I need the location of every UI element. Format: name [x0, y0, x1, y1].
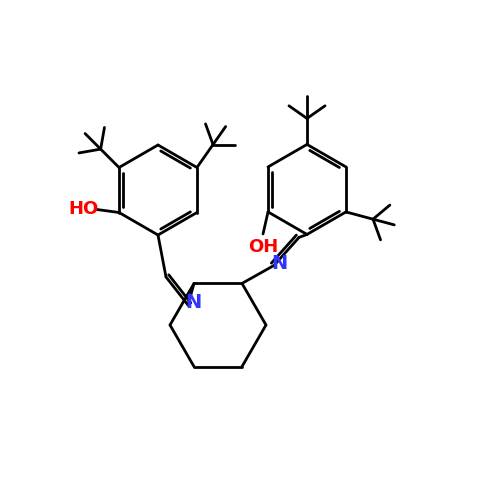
Text: OH: OH: [248, 238, 278, 256]
Text: HO: HO: [68, 200, 98, 218]
Text: N: N: [271, 254, 287, 273]
Text: N: N: [185, 294, 201, 312]
